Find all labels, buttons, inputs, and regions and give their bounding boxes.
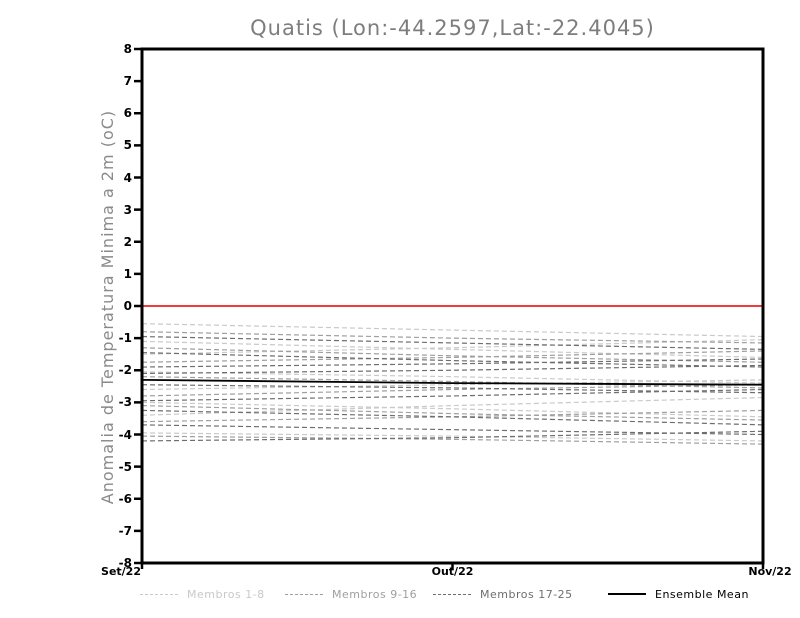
y-tick-label: -4 <box>118 427 132 442</box>
member-line <box>141 358 764 368</box>
member-line <box>141 388 764 402</box>
y-tick-label: 3 <box>123 202 132 217</box>
member-line <box>141 340 764 358</box>
y-tick-label: -2 <box>118 363 132 378</box>
member-line <box>141 435 764 445</box>
y-tick-label: -7 <box>118 523 132 538</box>
dashed-line-swatch-icon <box>140 593 178 595</box>
y-tick-label: 6 <box>123 106 132 121</box>
member-line <box>141 404 764 421</box>
legend-label: Ensemble Mean <box>655 587 749 601</box>
y-tick-label: 5 <box>123 138 132 153</box>
y-tick-label: -6 <box>118 491 132 506</box>
member-line <box>141 384 764 397</box>
legend-item: Ensemble Mean <box>608 587 749 601</box>
member-line <box>141 364 764 375</box>
legend-label: Membros 1-8 <box>187 587 265 601</box>
member-line <box>141 401 764 418</box>
y-tick-label: 1 <box>123 266 132 281</box>
y-tick-label: 4 <box>123 170 132 185</box>
legend-item: Membros 17-25 <box>433 587 573 601</box>
dashed-line-swatch-icon <box>433 593 471 595</box>
chart-title: Quatis (Lon:-44.2597,Lat:-22.4045) <box>250 16 655 40</box>
member-line <box>141 331 764 344</box>
chart-legend: Membros 1-8 Membros 9-16 Membros 17-25 Ense… <box>0 587 800 605</box>
member-line <box>141 339 764 355</box>
y-tick-label: -1 <box>118 331 132 346</box>
dashed-line-swatch-icon <box>285 593 323 595</box>
y-tick-label: -3 <box>118 395 132 410</box>
y-tick-label: 2 <box>123 234 132 249</box>
legend-label: Membros 9-16 <box>332 587 418 601</box>
member-line <box>141 424 764 436</box>
member-line <box>141 323 764 338</box>
member-line <box>141 432 764 442</box>
y-tick-label: 8 <box>123 42 132 56</box>
legend-label: Membros 17-25 <box>480 587 573 601</box>
member-line <box>141 430 764 442</box>
x-tick-label: Set/22 <box>101 565 141 578</box>
ensemble-mean-line <box>141 378 764 386</box>
member-line <box>141 335 764 350</box>
solid-line-swatch-icon <box>608 593 646 595</box>
x-tick-label: Nov/22 <box>748 565 792 578</box>
y-tick-label: 0 <box>123 299 132 313</box>
member-line <box>141 384 764 394</box>
legend-item: Membros 9-16 <box>285 587 417 601</box>
y-tick-label: -5 <box>118 459 132 474</box>
y-tick-label: 7 <box>123 74 132 89</box>
legend-item: Membros 1-8 <box>140 587 265 601</box>
x-tick-label: Out/22 <box>431 565 474 578</box>
member-line <box>141 409 764 423</box>
member-line <box>141 409 764 426</box>
y-tick-label: -8 <box>118 556 132 570</box>
member-line <box>141 396 764 416</box>
